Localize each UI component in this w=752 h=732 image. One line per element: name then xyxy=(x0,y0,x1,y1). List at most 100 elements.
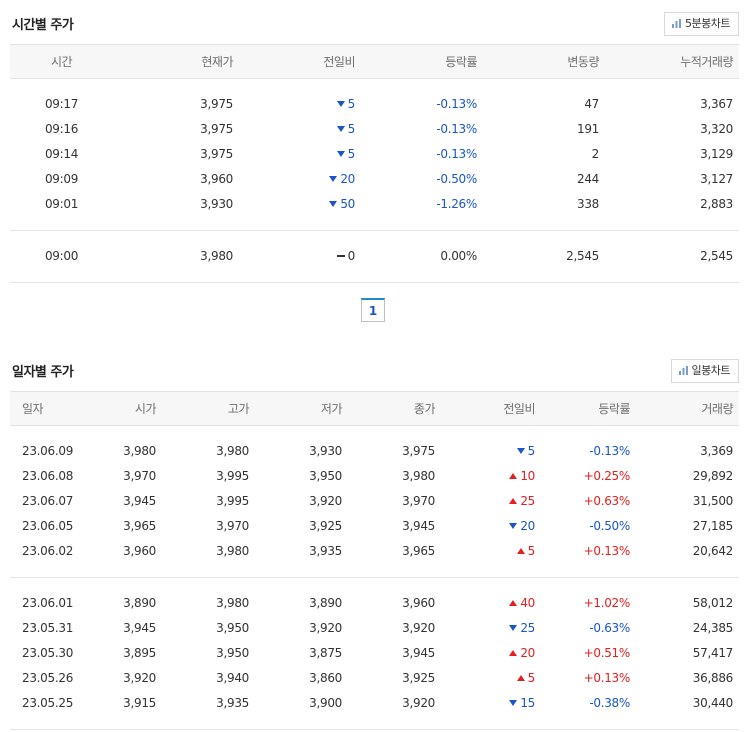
down-triangle-icon xyxy=(516,447,525,454)
low-cell: 3,935 xyxy=(309,543,342,558)
change-cell: 5 xyxy=(239,91,361,116)
col-header-daily-change: 전일비 xyxy=(441,391,541,426)
volume-cell: 31,500 xyxy=(692,493,734,508)
spacer-row xyxy=(10,426,739,439)
volume-change-cell: 2,545 xyxy=(566,248,599,263)
date-cell: 23.06.01 xyxy=(22,595,74,610)
cum-volume-cell: 3,320 xyxy=(700,121,733,136)
open-cell: 3,970 xyxy=(123,468,156,483)
rate-cell: +0.63% xyxy=(583,493,631,508)
change-cell: 20 xyxy=(239,166,361,191)
high-cell: 3,980 xyxy=(216,443,249,458)
up-triangle-icon xyxy=(516,547,525,554)
open-cell: 3,915 xyxy=(123,695,156,710)
change-value: 50 xyxy=(340,196,355,211)
time-cell: 09:09 xyxy=(44,171,79,186)
volume-cell: 57,417 xyxy=(692,645,734,660)
table-row: 23.06.07 3,945 3,995 3,920 3,970 25 +0.63% 31,5… xyxy=(10,488,739,513)
time-table-body: 09:17 3,975 5 -0.13% 47 3,367 09:16 3,975 5 -0.13… xyxy=(10,79,739,283)
close-cell: 3,960 xyxy=(402,595,435,610)
price-cell: 3,960 xyxy=(200,171,233,186)
down-triangle-icon xyxy=(336,100,345,107)
open-cell: 3,965 xyxy=(123,518,156,533)
date-cell: 23.06.09 xyxy=(22,443,74,458)
change-cell: 5 xyxy=(441,538,541,563)
col-header-volume: 거래량 xyxy=(636,391,739,426)
cum-volume-cell: 3,129 xyxy=(700,146,733,161)
change-cell: 20 xyxy=(441,513,541,538)
change-value: 20 xyxy=(340,171,355,186)
rate-cell: -0.13% xyxy=(436,121,477,136)
col-header-time: 시간 xyxy=(10,44,113,79)
close-cell: 3,925 xyxy=(402,670,435,685)
table-row: 23.06.09 3,980 3,980 3,930 3,975 5 -0.13% 3,369 xyxy=(10,438,739,463)
spacer-row xyxy=(10,231,739,244)
spacer-row xyxy=(10,268,739,283)
open-cell: 3,980 xyxy=(123,443,156,458)
daily-chart-label: 일봉차트 xyxy=(691,364,731,377)
daily-price-header: 일자별 주가 일봉차트 xyxy=(10,347,739,391)
rate-cell: -0.50% xyxy=(589,518,630,533)
volume-cell: 20,642 xyxy=(692,543,734,558)
change-value: 40 xyxy=(520,595,535,610)
daily-price-section: 일자별 주가 일봉차트 일자 시가 고가 저가 종가 전일비 등락률 거래량 2… xyxy=(10,347,739,730)
spacer-row xyxy=(10,79,739,92)
open-cell: 3,945 xyxy=(123,620,156,635)
change-value: 5 xyxy=(347,146,356,161)
table-row: 23.06.08 3,970 3,995 3,950 3,980 10 +0.25% 29,8… xyxy=(10,463,739,488)
date-cell: 23.05.26 xyxy=(22,670,74,685)
up-triangle-icon xyxy=(509,599,518,606)
up-triangle-icon xyxy=(509,497,518,504)
low-cell: 3,860 xyxy=(309,670,342,685)
high-cell: 3,980 xyxy=(216,543,249,558)
page-button-current[interactable]: 1 xyxy=(361,298,385,322)
date-cell: 23.06.07 xyxy=(22,493,74,508)
high-cell: 3,950 xyxy=(216,645,249,660)
table-row: 23.06.01 3,890 3,980 3,890 3,960 40 +1.02% 58,0… xyxy=(10,590,739,615)
change-value: 25 xyxy=(520,493,535,508)
col-header-change: 전일비 xyxy=(239,44,361,79)
cum-volume-cell: 3,127 xyxy=(700,171,733,186)
daily-table-body: 23.06.09 3,980 3,980 3,930 3,975 5 -0.13% 3,369… xyxy=(10,426,739,730)
daily-table-header-row: 일자 시가 고가 저가 종가 전일비 등락률 거래량 xyxy=(10,391,739,426)
price-cell: 3,980 xyxy=(200,248,233,263)
table-row: 23.05.30 3,895 3,950 3,875 3,945 20 +0.51% 57,4… xyxy=(10,640,739,665)
volume-cell: 36,886 xyxy=(692,670,734,685)
high-cell: 3,970 xyxy=(216,518,249,533)
change-cell: 25 xyxy=(441,488,541,513)
open-cell: 3,920 xyxy=(123,670,156,685)
spacer-cell xyxy=(10,426,739,439)
daily-chart-button[interactable]: 일봉차트 xyxy=(670,359,739,383)
change-value: 5 xyxy=(527,543,536,558)
change-cell: 25 xyxy=(441,615,541,640)
down-triangle-icon xyxy=(509,624,518,631)
time-price-title: 시간별 주가 xyxy=(12,18,74,33)
price-cell: 3,975 xyxy=(200,146,233,161)
table-row: 09:00 3,980 0 0.00% 2,545 2,545 xyxy=(10,243,739,268)
close-cell: 3,920 xyxy=(402,695,435,710)
change-cell: 10 xyxy=(441,463,541,488)
down-triangle-icon xyxy=(509,699,518,706)
rate-cell: -0.13% xyxy=(589,443,630,458)
table-row: 09:09 3,960 20 -0.50% 244 3,127 xyxy=(10,166,739,191)
rate-cell: -0.50% xyxy=(436,171,477,186)
open-cell: 3,945 xyxy=(123,493,156,508)
spacer-cell xyxy=(10,563,739,578)
low-cell: 3,875 xyxy=(309,645,342,660)
table-row: 23.05.25 3,915 3,935 3,900 3,920 15 -0.38% 30,4… xyxy=(10,690,739,715)
low-cell: 3,930 xyxy=(309,443,342,458)
cum-volume-cell: 3,367 xyxy=(700,96,733,111)
five-minute-chart-button[interactable]: 5분봉차트 xyxy=(664,12,739,36)
change-value: 15 xyxy=(520,695,535,710)
date-cell: 23.06.08 xyxy=(22,468,74,483)
volume-cell: 24,385 xyxy=(692,620,734,635)
low-cell: 3,925 xyxy=(309,518,342,533)
pagination: 1 xyxy=(361,298,385,322)
change-cell: 50 xyxy=(239,191,361,216)
spacer-row xyxy=(10,578,739,591)
volume-cell: 29,892 xyxy=(692,468,734,483)
volume-change-cell: 2 xyxy=(591,146,600,161)
down-triangle-icon xyxy=(336,150,345,157)
open-cell: 3,960 xyxy=(123,543,156,558)
change-value: 5 xyxy=(527,443,536,458)
